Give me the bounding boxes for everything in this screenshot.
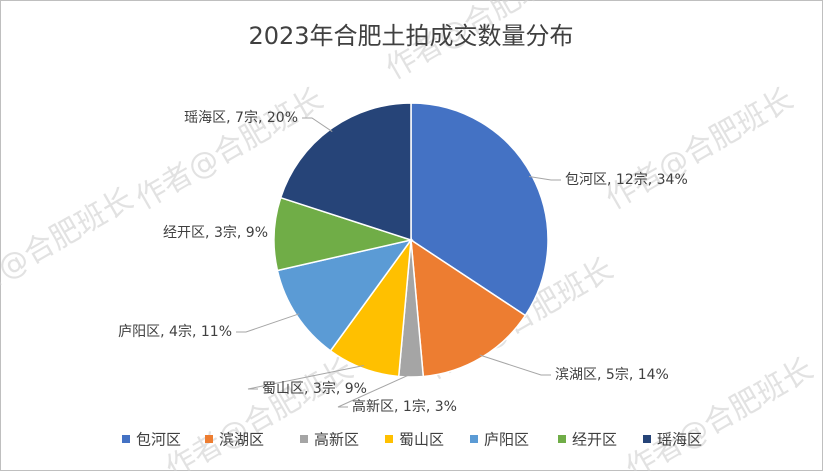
- label-part: 蜀山区: [262, 381, 304, 397]
- data-label: 庐阳区, 4宗, 11%: [118, 324, 232, 340]
- legend-marker: [385, 435, 393, 443]
- separator: ,: [205, 225, 214, 241]
- label-part: 包河区: [565, 172, 607, 188]
- separator: ,: [629, 367, 638, 383]
- data-label: 经开区, 3宗, 9%: [163, 225, 268, 241]
- legend-label: 包河区: [136, 431, 181, 449]
- data-label: 包河区, 12宗, 34%: [565, 172, 688, 188]
- legend-marker: [122, 435, 130, 443]
- separator: ,: [192, 324, 201, 340]
- label-part: 3宗: [313, 381, 336, 397]
- label-part: 14%: [638, 367, 669, 383]
- leader-line: [236, 313, 300, 333]
- label-part: 经开区: [163, 225, 205, 241]
- legend-label: 高新区: [314, 431, 359, 449]
- leader-line: [528, 176, 561, 181]
- legend-marker: [300, 435, 308, 443]
- separator: ,: [648, 172, 657, 188]
- label-part: 4宗: [169, 324, 192, 340]
- label-part: 20%: [267, 110, 298, 126]
- chart-title: 2023年合肥土拍成交数量分布: [248, 22, 573, 50]
- legend-marker: [558, 435, 566, 443]
- legend-label: 蜀山区: [399, 431, 444, 449]
- label-part: 滨湖区: [555, 367, 597, 383]
- separator: ,: [304, 381, 313, 397]
- leader-line: [247, 364, 365, 390]
- legend-label: 滨湖区: [219, 431, 264, 449]
- separator: ,: [607, 172, 616, 188]
- separator: ,: [597, 367, 606, 383]
- label-part: 34%: [657, 172, 688, 188]
- legend-marker: [205, 435, 213, 443]
- data-label: 蜀山区, 3宗, 9%: [262, 381, 367, 397]
- separator: ,: [426, 399, 435, 415]
- separator: ,: [394, 399, 403, 415]
- label-part: 12宗: [616, 172, 648, 188]
- data-label: 高新区, 1宗, 3%: [352, 398, 457, 415]
- label-part: 7宗: [235, 110, 258, 126]
- legend-label: 经开区: [572, 431, 617, 449]
- pie-slice: [276, 238, 413, 352]
- separator: ,: [336, 381, 345, 397]
- legend-label: 瑶海区: [657, 431, 702, 449]
- legend-marker: [470, 435, 478, 443]
- separator: ,: [160, 324, 169, 340]
- label-part: 1宗: [403, 399, 426, 415]
- pie-slice: [279, 102, 412, 242]
- label-part: 9%: [345, 381, 367, 397]
- separator: ,: [237, 225, 246, 241]
- leader-line: [302, 117, 333, 133]
- leader-line: [479, 354, 551, 376]
- label-part: 3%: [435, 399, 457, 415]
- label-part: 瑶海区: [184, 110, 226, 126]
- legend-label: 庐阳区: [484, 431, 529, 449]
- label-part: 庐阳区: [118, 324, 160, 340]
- separator: ,: [226, 110, 235, 126]
- legend-marker: [643, 435, 651, 443]
- label-part: 3宗: [214, 225, 237, 241]
- pie-slice: [410, 238, 527, 378]
- label-part: 5宗: [606, 367, 629, 383]
- data-label: 瑶海区, 7宗, 20%: [184, 110, 298, 126]
- label-part: 11%: [201, 324, 232, 340]
- label-part: 高新区: [352, 398, 394, 415]
- data-label: 滨湖区, 5宗, 14%: [555, 367, 669, 383]
- separator: ,: [258, 110, 267, 126]
- leader-line: [337, 373, 412, 408]
- label-part: 9%: [246, 225, 268, 241]
